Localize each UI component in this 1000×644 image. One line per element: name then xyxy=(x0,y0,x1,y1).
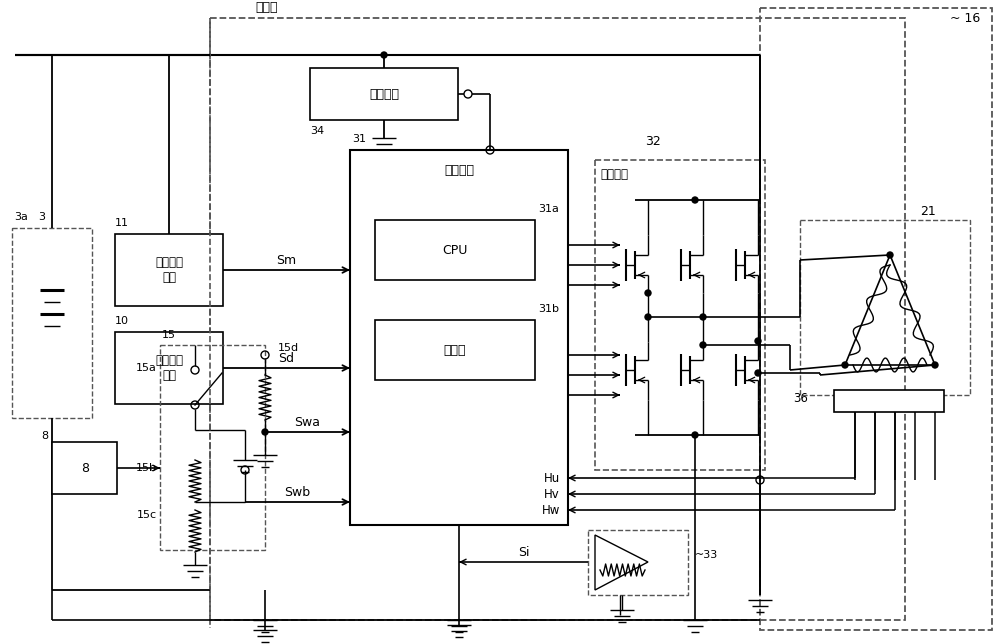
Bar xyxy=(115,332,223,404)
Bar xyxy=(160,345,265,550)
Text: 15a: 15a xyxy=(136,363,157,373)
Bar xyxy=(310,68,458,120)
Bar xyxy=(760,8,992,630)
Text: 模式设定
面板: 模式设定 面板 xyxy=(155,256,183,284)
Bar xyxy=(595,160,765,470)
Text: 31a: 31a xyxy=(538,204,559,214)
Text: 31: 31 xyxy=(352,134,366,144)
Text: 32: 32 xyxy=(645,135,661,148)
Text: 15b: 15b xyxy=(136,463,157,473)
Bar xyxy=(834,390,944,412)
Text: 驱动电路: 驱动电路 xyxy=(600,168,628,181)
Bar xyxy=(12,228,92,418)
Bar xyxy=(800,220,970,395)
Bar xyxy=(210,18,905,620)
Text: Swa: Swa xyxy=(294,415,320,428)
Bar xyxy=(375,220,535,280)
Text: 15: 15 xyxy=(162,330,176,340)
Text: ~ 16: ~ 16 xyxy=(950,12,980,25)
Bar xyxy=(115,234,223,306)
Text: 控制器: 控制器 xyxy=(255,1,278,14)
Circle shape xyxy=(755,338,761,344)
Circle shape xyxy=(887,252,893,258)
Text: 31b: 31b xyxy=(538,304,559,314)
Circle shape xyxy=(381,52,387,58)
Circle shape xyxy=(645,314,651,320)
Text: Sm: Sm xyxy=(276,254,296,267)
Text: 3: 3 xyxy=(38,212,45,222)
Text: 存储器: 存储器 xyxy=(444,343,466,357)
Circle shape xyxy=(755,370,761,376)
Text: 21: 21 xyxy=(920,205,936,218)
Circle shape xyxy=(262,429,268,435)
Text: CPU: CPU xyxy=(442,243,468,256)
Text: Hv: Hv xyxy=(544,488,560,500)
Text: 8: 8 xyxy=(41,431,48,441)
Bar xyxy=(588,530,688,595)
Text: 15c: 15c xyxy=(137,510,157,520)
Text: 电源电路: 电源电路 xyxy=(369,88,399,100)
Text: ~33: ~33 xyxy=(695,550,718,560)
Text: 8: 8 xyxy=(81,462,89,475)
Bar xyxy=(350,150,568,525)
Circle shape xyxy=(692,197,698,203)
Text: Hw: Hw xyxy=(542,504,560,516)
Text: 控制电路: 控制电路 xyxy=(444,164,474,176)
Text: 15d: 15d xyxy=(278,343,299,353)
Text: Swb: Swb xyxy=(284,486,310,498)
Circle shape xyxy=(932,362,938,368)
Text: 方向设定
开关: 方向设定 开关 xyxy=(155,354,183,382)
Text: 34: 34 xyxy=(310,126,324,136)
Bar xyxy=(375,320,535,380)
Polygon shape xyxy=(595,535,648,590)
Text: 36: 36 xyxy=(793,392,808,405)
Text: 11: 11 xyxy=(115,218,129,228)
Text: Hu: Hu xyxy=(544,471,560,484)
Text: 3a: 3a xyxy=(14,212,28,222)
Circle shape xyxy=(700,314,706,320)
Circle shape xyxy=(842,362,848,368)
Circle shape xyxy=(645,290,651,296)
Text: Sd: Sd xyxy=(278,352,294,365)
Text: Si: Si xyxy=(518,545,530,558)
Circle shape xyxy=(700,342,706,348)
Bar xyxy=(52,442,117,494)
Circle shape xyxy=(692,432,698,438)
Text: 10: 10 xyxy=(115,316,129,326)
